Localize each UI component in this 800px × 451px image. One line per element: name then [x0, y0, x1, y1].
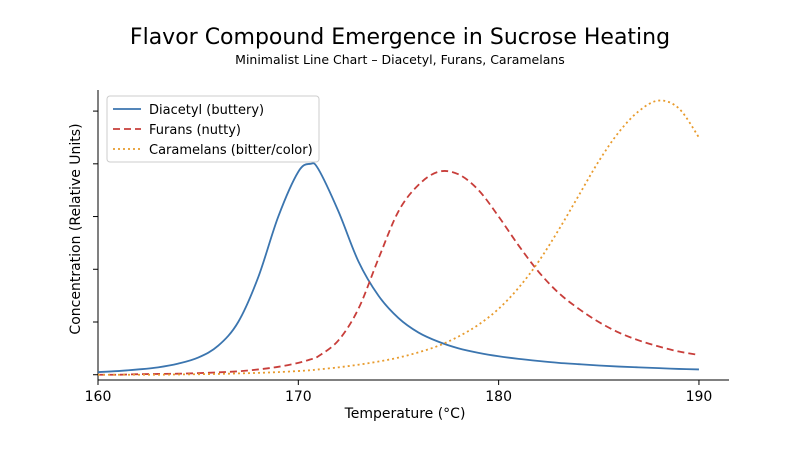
x-tick-label: 170	[285, 389, 312, 405]
legend-frame	[106, 95, 320, 163]
x-tick-label: 160	[85, 389, 112, 405]
x-axis-label: Temperature (°C)	[344, 406, 466, 422]
x-tick-label: 190	[686, 389, 713, 405]
series-line-diacetyl	[97, 162, 699, 373]
series-line-furans	[97, 170, 700, 376]
y-axis-label: Concentration (Relative Units)	[68, 123, 84, 334]
series-line-caramelans	[98, 99, 700, 376]
legend-entry-label: Furans (nutty)	[149, 123, 241, 138]
chart-subtitle: Minimalist Line Chart – Diacetyl, Furans…	[235, 52, 565, 67]
legend-entry-label: Diacetyl (buttery)	[149, 103, 264, 118]
legend: Diacetyl (buttery) Furans (nutty) Caramela…	[106, 95, 320, 163]
plot-area: 160 170 180 190	[85, 90, 729, 405]
chart-title: Flavor Compound Emergence in Sucrose Hea…	[130, 25, 670, 50]
x-tick-label: 180	[485, 389, 512, 405]
legend-entry-label: Caramelans (bitter/color)	[149, 143, 313, 158]
